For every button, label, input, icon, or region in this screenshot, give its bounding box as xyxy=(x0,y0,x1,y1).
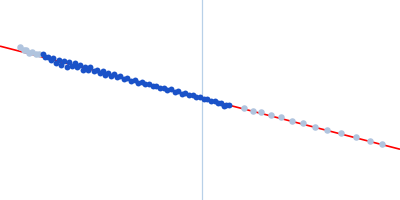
Point xyxy=(56,59,62,62)
Point xyxy=(69,64,75,68)
Point xyxy=(111,73,117,76)
Point xyxy=(278,116,284,119)
Point xyxy=(128,79,134,82)
Point xyxy=(250,109,256,112)
Point xyxy=(160,86,167,89)
Point xyxy=(299,121,306,124)
Point xyxy=(26,51,32,54)
Point xyxy=(64,65,70,68)
Point xyxy=(120,77,127,81)
Point xyxy=(186,94,192,97)
Point xyxy=(338,132,344,135)
Point xyxy=(208,99,214,103)
Point xyxy=(131,78,138,81)
Point xyxy=(211,99,218,103)
Point xyxy=(114,76,120,79)
Point xyxy=(157,86,163,90)
Point xyxy=(268,114,274,117)
Point xyxy=(258,110,264,114)
Point xyxy=(74,65,81,69)
Point xyxy=(20,49,27,52)
Point xyxy=(367,139,373,143)
Point xyxy=(135,81,141,84)
Point xyxy=(32,52,39,55)
Point xyxy=(179,92,185,95)
Point xyxy=(102,74,109,77)
Point xyxy=(53,61,60,64)
Point xyxy=(61,60,68,63)
Point xyxy=(324,128,330,131)
Point xyxy=(288,119,295,122)
Point xyxy=(42,55,49,59)
Point xyxy=(79,68,86,71)
Point xyxy=(146,82,152,85)
Point xyxy=(87,66,93,69)
Point xyxy=(117,74,123,77)
Point xyxy=(105,71,112,75)
Point xyxy=(223,103,229,107)
Point xyxy=(193,96,200,99)
Point xyxy=(311,125,318,128)
Point xyxy=(17,45,23,49)
Point xyxy=(45,55,51,58)
Point xyxy=(36,53,42,56)
Point xyxy=(226,103,232,106)
Point xyxy=(182,92,189,95)
Point xyxy=(23,48,29,51)
Point xyxy=(175,90,181,93)
Point xyxy=(200,97,207,101)
Point xyxy=(150,85,156,88)
Point xyxy=(29,50,35,53)
Point xyxy=(94,68,100,71)
Point xyxy=(40,53,46,56)
Point xyxy=(124,76,130,80)
Point xyxy=(352,135,359,138)
Point xyxy=(215,101,221,104)
Point xyxy=(220,105,227,108)
Point xyxy=(82,66,88,69)
Point xyxy=(142,83,149,86)
Point xyxy=(99,69,106,73)
Point xyxy=(164,88,170,91)
Point xyxy=(190,94,196,97)
Point xyxy=(197,96,203,99)
Point xyxy=(139,80,145,83)
Point xyxy=(72,61,78,64)
Point xyxy=(153,84,160,87)
Point xyxy=(66,60,73,63)
Point xyxy=(58,63,65,66)
Point xyxy=(218,101,224,104)
Point xyxy=(171,90,178,93)
Point xyxy=(168,88,174,91)
Point xyxy=(47,59,54,62)
Point xyxy=(50,56,57,59)
Point xyxy=(84,69,91,72)
Point xyxy=(77,63,83,67)
Point xyxy=(91,69,97,73)
Point xyxy=(379,142,385,146)
Point xyxy=(204,98,210,101)
Point xyxy=(240,106,247,109)
Point xyxy=(96,71,103,74)
Point xyxy=(108,75,114,78)
